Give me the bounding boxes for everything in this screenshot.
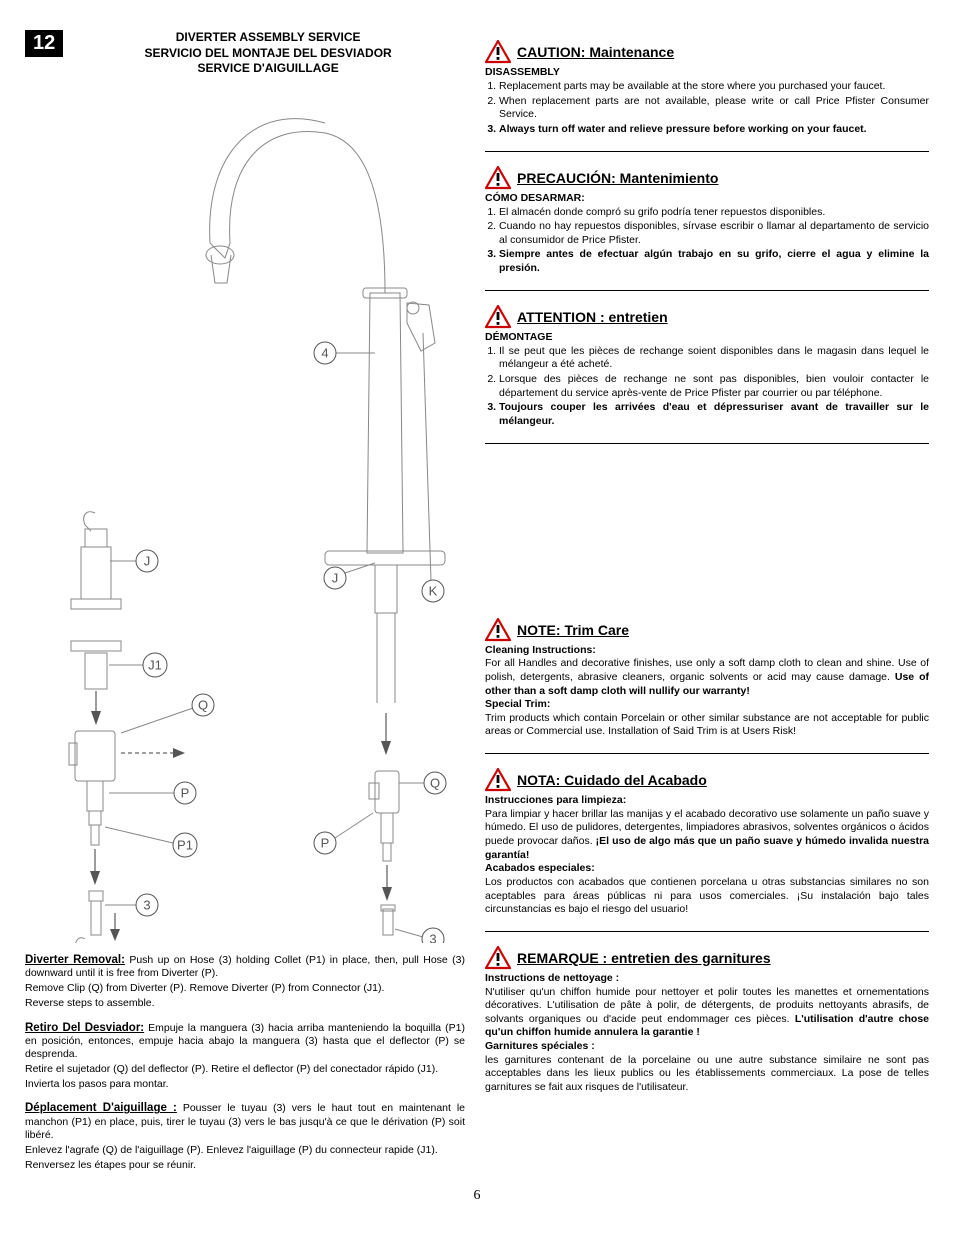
- trim-body2: les garnitures contenant de la porcelain…: [485, 1054, 929, 1095]
- maintenance-item: Cuando no hay repuestos disponibles, sír…: [499, 220, 929, 247]
- svg-text:K: K: [429, 583, 438, 598]
- instruction-line: Remove Clip (Q) from Diverter (P). Remov…: [25, 982, 465, 995]
- trim-block: REMARQUE : entretien des garnitures Instr…: [485, 946, 929, 1095]
- maintenance-item: Replacement parts may be available at th…: [499, 80, 929, 94]
- maintenance-block: CAUTION: Maintenance DISASSEMBLY Replaceme…: [485, 40, 929, 152]
- warning-icon: [485, 768, 511, 792]
- trim-body2: Los productos con acabados que contienen…: [485, 876, 929, 917]
- step-number-badge: 12: [25, 30, 63, 57]
- maintenance-item: When replacement parts are not available…: [499, 95, 929, 122]
- trim-sub1: Instrucciones para limpieza:: [485, 794, 626, 806]
- warn-body: Instrucciones para limpieza: Para limpiar…: [485, 794, 929, 917]
- warn-body: El almacén donde compró su grifo podría …: [485, 206, 929, 276]
- warn-title: NOTE: Trim Care: [517, 622, 629, 638]
- warn-heading: NOTA: Cuidado del Acabado: [485, 768, 929, 792]
- warn-title: CAUTION: Maintenance: [517, 44, 674, 60]
- instruction-heading: Retiro Del Desviador:: [25, 1022, 144, 1034]
- separator: [485, 290, 929, 291]
- warn-heading: PRECAUCIÓN: Mantenimiento: [485, 166, 929, 190]
- step-titles: DIVERTER ASSEMBLY SERVICE SERVICIO DEL M…: [71, 30, 465, 77]
- svg-text:P1: P1: [177, 837, 193, 852]
- warn-heading: CAUTION: Maintenance: [485, 40, 929, 64]
- warning-icon: [485, 166, 511, 190]
- maintenance-sections: CAUTION: Maintenance DISASSEMBLY Replaceme…: [485, 40, 929, 444]
- trim-sub1: Cleaning Instructions:: [485, 644, 596, 656]
- trim-block: NOTA: Cuidado del Acabado Instrucciones p…: [485, 768, 929, 932]
- page: 12 DIVERTER ASSEMBLY SERVICE SERVICIO DE…: [25, 30, 929, 1174]
- page-number: 6: [25, 1188, 929, 1204]
- svg-text:3: 3: [143, 897, 150, 912]
- separator: [485, 753, 929, 754]
- warn-subheading: CÓMO DESARMAR:: [485, 192, 929, 204]
- warn-title: ATTENTION : entretien: [517, 309, 668, 325]
- step-title-en: DIVERTER ASSEMBLY SERVICE: [71, 30, 465, 46]
- separator: [485, 151, 929, 152]
- instruction-line: Renversez les étapes pour se réunir.: [25, 1159, 465, 1172]
- trim-block: NOTE: Trim Care Cleaning Instructions:For…: [485, 618, 929, 754]
- spacer: [485, 458, 929, 608]
- warn-subheading: DISASSEMBLY: [485, 66, 929, 78]
- warning-icon: [485, 618, 511, 642]
- step-title-fr: SERVICE D'AIGUILLAGE: [71, 61, 465, 77]
- instruction-heading: Diverter Removal:: [25, 954, 125, 966]
- trim-body1: For all Handles and decorative finishes,…: [485, 657, 929, 698]
- diverter-diagram: 4 J K: [25, 83, 465, 943]
- svg-text:Q: Q: [198, 697, 208, 712]
- warn-body: Il se peut que les pièces de rechange so…: [485, 345, 929, 429]
- warn-body: Replacement parts may be available at th…: [485, 80, 929, 137]
- trim-body1: Para limpiar y hacer brillar las manijas…: [485, 808, 929, 863]
- warn-title: REMARQUE : entretien des garnitures: [517, 950, 771, 966]
- trim-sub2: Special Trim:: [485, 698, 550, 710]
- instruction-line: Retire el sujetador (Q) del deflector (P…: [25, 1063, 465, 1076]
- trim-sub1: Instructions de nettoyage :: [485, 972, 619, 984]
- warn-body: Cleaning Instructions:For all Handles an…: [485, 644, 929, 739]
- maintenance-item: Lorsque des pièces de rechange ne sont p…: [499, 373, 929, 400]
- warning-icon: [485, 305, 511, 329]
- warn-heading: REMARQUE : entretien des garnitures: [485, 946, 929, 970]
- maintenance-block: ATTENTION : entretien DÉMONTAGE Il se peut…: [485, 305, 929, 444]
- svg-text:J1: J1: [148, 657, 162, 672]
- svg-text:P: P: [181, 785, 190, 800]
- warn-heading: ATTENTION : entretien: [485, 305, 929, 329]
- step-header: 12 DIVERTER ASSEMBLY SERVICE SERVICIO DE…: [25, 30, 465, 77]
- warn-heading: NOTE: Trim Care: [485, 618, 929, 642]
- trim-body1: N'utiliser qu'un chiffon humide pour net…: [485, 986, 929, 1041]
- svg-text:J: J: [144, 553, 151, 568]
- separator: [485, 443, 929, 444]
- trim-sub2: Acabados especiales:: [485, 862, 595, 874]
- maintenance-item: Always turn off water and relieve pressu…: [499, 123, 929, 137]
- trim-sub2: Garnitures spéciales :: [485, 1040, 595, 1052]
- maintenance-item: El almacén donde compró su grifo podría …: [499, 206, 929, 220]
- instruction-block: Diverter Removal: Push up on Hose (3) ho…: [25, 953, 465, 1011]
- svg-text:3: 3: [429, 931, 436, 943]
- instruction-line: Reverse steps to assemble.: [25, 997, 465, 1010]
- trim-body2: Trim products which contain Porcelain or…: [485, 712, 929, 739]
- separator: [485, 931, 929, 932]
- right-column: CAUTION: Maintenance DISASSEMBLY Replaceme…: [485, 30, 929, 1174]
- warn-title: PRECAUCIÓN: Mantenimiento: [517, 170, 718, 186]
- instruction-block: Retiro Del Desviador: Empuje la manguera…: [25, 1021, 465, 1092]
- instruction-line: Invierta los pasos para montar.: [25, 1078, 465, 1091]
- warning-icon: [485, 946, 511, 970]
- left-instructions: Diverter Removal: Push up on Hose (3) ho…: [25, 953, 465, 1173]
- warning-icon: [485, 40, 511, 64]
- instruction-heading: Déplacement D'aiguillage :: [25, 1102, 177, 1114]
- svg-text:4: 4: [321, 345, 328, 360]
- warn-body: Instructions de nettoyage : N'utiliser qu…: [485, 972, 929, 1095]
- step-title-es: SERVICIO DEL MONTAJE DEL DESVIADOR: [71, 46, 465, 62]
- svg-text:J: J: [332, 570, 339, 585]
- maintenance-item: Toujours couper les arrivées d'eau et dé…: [499, 401, 929, 428]
- warn-subheading: DÉMONTAGE: [485, 331, 929, 343]
- svg-text:Q: Q: [430, 775, 440, 790]
- instruction-line: Enlevez l'agrafe (Q) de l'aiguillage (P)…: [25, 1144, 465, 1157]
- warn-title: NOTA: Cuidado del Acabado: [517, 772, 707, 788]
- maintenance-block: PRECAUCIÓN: Mantenimiento CÓMO DESARMAR: E…: [485, 166, 929, 291]
- maintenance-item: Siempre antes de efectuar algún trabajo …: [499, 248, 929, 275]
- svg-text:P: P: [321, 835, 330, 850]
- trim-sections: NOTE: Trim Care Cleaning Instructions:For…: [485, 618, 929, 1095]
- instruction-block: Déplacement D'aiguillage : Pousser le tu…: [25, 1101, 465, 1172]
- maintenance-item: Il se peut que les pièces de rechange so…: [499, 345, 929, 372]
- left-column: 12 DIVERTER ASSEMBLY SERVICE SERVICIO DE…: [25, 30, 465, 1174]
